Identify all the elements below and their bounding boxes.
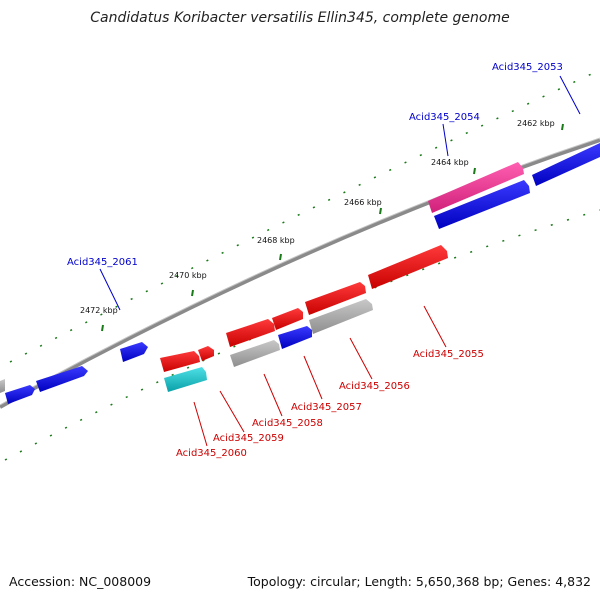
gene-arrow-acid345-2054[interactable] [434, 180, 530, 229]
major-tick [473, 167, 476, 175]
scale-labels: 2462 kbp 2464 kbp 2466 kbp 2468 kbp 2470… [80, 119, 555, 315]
gene-label-acid345-2057[interactable]: Acid345_2057 [291, 402, 362, 413]
major-tick [561, 123, 564, 131]
gene-arrow-acid345-2057[interactable] [226, 319, 275, 347]
gene-label-acid345-2056[interactable]: Acid345_2056 [339, 381, 410, 392]
gene-arrow-acid345-2060[interactable] [160, 351, 200, 372]
scale-label: 2462 kbp [517, 119, 555, 128]
genome-stats-text: Topology: circular; Length: 5,650,368 bp… [247, 574, 591, 589]
gene-arrow-cyan[interactable] [164, 367, 207, 392]
genome-backbone-outer [0, 138, 600, 409]
gene-arrow-acid345-2056-top[interactable] [305, 282, 366, 315]
leader-acid345-2057 [303, 355, 323, 400]
outer-tick-ring [9, 69, 600, 363]
gene-label-acid345-2060[interactable]: Acid345_2060 [176, 448, 247, 459]
gene-arrow-acid345-2055[interactable] [368, 245, 448, 289]
label-leaders [99, 75, 581, 447]
gene-arrow-acid345-2053[interactable] [532, 143, 600, 186]
major-ticks [101, 123, 564, 332]
major-tick [279, 253, 282, 261]
leader-acid345-2060 [193, 401, 208, 447]
forward-features [0, 143, 600, 404]
major-tick [101, 324, 104, 332]
leader-acid345-2055 [423, 305, 447, 348]
gene-arrow-small-red[interactable] [272, 308, 303, 330]
accession-text: Accession: NC_008009 [9, 574, 152, 589]
major-tick [379, 207, 382, 215]
gene-arrow-left-2[interactable] [5, 385, 35, 404]
major-tick [191, 289, 194, 297]
reverse-features [160, 245, 448, 392]
gene-arrow-left-3[interactable] [0, 379, 5, 393]
gene-label-acid345-2059[interactable]: Acid345_2059 [213, 433, 284, 444]
scale-label: 2472 kbp [80, 306, 118, 315]
leader-acid345-2056 [349, 337, 373, 380]
gene-arrow-pink[interactable] [428, 162, 524, 213]
scale-label: 2464 kbp [431, 158, 469, 167]
gene-arrow-acid345-2059[interactable] [198, 346, 214, 361]
gene-arrow-gray-long[interactable] [309, 299, 373, 334]
gene-label-acid345-2054[interactable]: Acid345_2054 [409, 112, 480, 123]
leader-acid345-2054 [442, 123, 449, 157]
scale-label: 2466 kbp [344, 198, 382, 207]
gene-labels: Acid345_2053 Acid345_2054 Acid345_2061 A… [67, 62, 563, 459]
gene-label-acid345-2058[interactable]: Acid345_2058 [252, 418, 323, 429]
leader-acid345-2059 [219, 390, 245, 433]
scale-label: 2470 kbp [169, 271, 207, 280]
scale-label: 2468 kbp [257, 236, 295, 245]
gene-label-acid345-2053[interactable]: Acid345_2053 [492, 62, 563, 73]
map-title: Candidatus Koribacter versatilis Ellin34… [90, 10, 510, 26]
gene-arrow-gray-short[interactable] [230, 340, 280, 367]
gene-arrow-blue-mid[interactable] [278, 326, 312, 349]
leader-acid345-2061 [99, 268, 121, 311]
gene-label-acid345-2055[interactable]: Acid345_2055 [413, 349, 484, 360]
gene-label-acid345-2061[interactable]: Acid345_2061 [67, 257, 138, 268]
leader-acid345-2058 [263, 373, 283, 417]
gene-arrow-acid345-2061[interactable] [120, 342, 148, 362]
gene-arrow-left-1[interactable] [36, 366, 88, 392]
leader-acid345-2053 [559, 75, 581, 115]
